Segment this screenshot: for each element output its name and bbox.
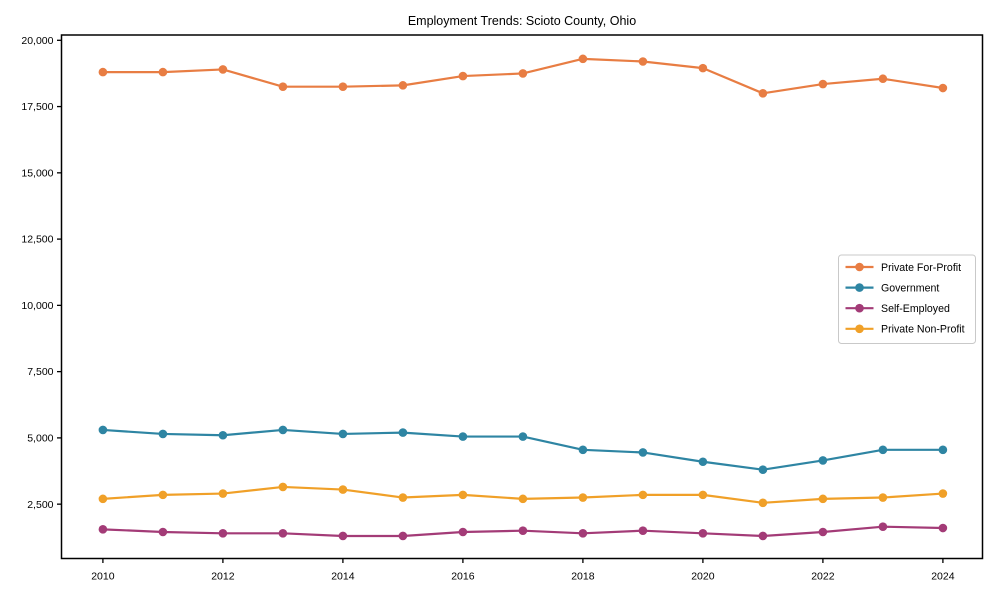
series-marker-private-for-profit [218,65,228,74]
series-marker-private-for-profit [758,89,768,98]
series-marker-private-for-profit [578,54,588,64]
series-marker-private-non-profit [98,494,108,504]
series-marker-government [638,448,648,457]
legend-label: Government [881,282,939,294]
series-marker-private-for-profit [158,67,168,77]
series-marker-private-non-profit [518,494,528,504]
series-marker-self-employed [758,531,768,541]
series-marker-self-employed [818,527,828,537]
legend-label: Private For-Profit [881,262,961,274]
x-axis-tick-label: 2014 [331,571,355,583]
series-marker-government [398,428,408,437]
series-marker-private-for-profit [938,83,948,93]
series-marker-private-non-profit [938,489,948,498]
series-marker-private-for-profit [698,63,708,73]
x-axis-tick-label: 2024 [931,571,955,583]
series-marker-self-employed [458,527,468,537]
legend-swatch-marker [855,303,864,313]
x-axis-tick-label: 2022 [811,571,835,583]
y-axis-tick-label: 5,000 [27,432,53,444]
series-marker-private-non-profit [398,493,408,502]
series-marker-government [278,425,288,435]
series-marker-government [98,425,108,435]
x-axis-tick-label: 2018 [571,571,595,583]
series-marker-self-employed [398,531,408,541]
series-marker-private-non-profit [878,493,888,502]
x-axis-tick-label: 2010 [91,571,115,583]
series-marker-private-for-profit [638,57,648,66]
y-axis-tick-label: 7,500 [27,366,53,378]
series-marker-government [158,429,168,439]
series-marker-private-for-profit [518,69,528,78]
series-marker-government [518,432,528,441]
series-marker-self-employed [518,526,528,535]
series-marker-self-employed [98,525,108,534]
series-marker-private-non-profit [578,493,588,502]
series-marker-private-for-profit [98,67,108,77]
series-marker-self-employed [338,531,348,541]
series-marker-private-non-profit [758,498,768,508]
series-marker-government [458,432,468,441]
series-marker-government [218,430,228,440]
chart-title: Employment Trends: Scioto County, Ohio [408,14,636,28]
series-marker-private-for-profit [818,79,828,89]
series-marker-private-for-profit [338,82,348,91]
series-marker-government [578,445,588,455]
series-marker-self-employed [938,523,948,533]
y-axis-tick-label: 20,000 [21,35,53,47]
y-axis-tick-label: 12,500 [21,234,53,246]
series-marker-self-employed [158,527,168,537]
series-marker-private-for-profit [878,74,888,84]
legend-box [838,254,976,344]
series-marker-self-employed [638,526,648,535]
x-axis-tick-label: 2012 [211,571,235,583]
series-marker-private-non-profit [278,482,288,492]
plot-area: 2,500 5,000 7,500 10,000 12,500 15,000 17,500 2… [21,34,984,583]
series-marker-self-employed [278,529,288,538]
series-marker-government [818,456,828,465]
series-marker-government [698,457,708,467]
y-axis-tick-label: 2,500 [27,499,53,511]
series-marker-private-for-profit [278,82,288,91]
legend-swatch-marker [855,324,864,334]
legend-swatch-marker [855,283,864,292]
series-marker-private-non-profit [458,490,468,500]
series-marker-private-non-profit [818,494,828,504]
series-marker-self-employed [698,529,708,538]
y-axis-tick-label: 10,000 [21,300,53,312]
series-marker-private-non-profit [218,489,228,498]
legend-label: Self-Employed [881,303,950,315]
series-marker-self-employed [218,529,228,538]
series-marker-government [338,429,348,439]
series-marker-private-for-profit [458,71,468,81]
y-axis-tick-label: 17,500 [21,101,53,113]
series-marker-private-for-profit [398,81,408,90]
legend-swatch-marker [855,262,864,272]
series-marker-government [938,445,948,455]
series-marker-self-employed [878,522,888,531]
x-axis-tick-label: 2020 [691,571,715,583]
series-marker-government [758,465,768,475]
series-marker-private-non-profit [158,490,168,500]
axes-frame [60,34,984,560]
series-marker-private-non-profit [638,490,648,500]
y-axis-tick-label: 15,000 [21,167,53,179]
series-marker-government [878,445,888,455]
legend-label: Private Non-Profit [881,324,965,336]
series-marker-self-employed [578,529,588,538]
series-marker-private-non-profit [338,485,348,494]
x-axis-tick-label: 2016 [451,571,475,583]
series-marker-private-non-profit [698,490,708,500]
